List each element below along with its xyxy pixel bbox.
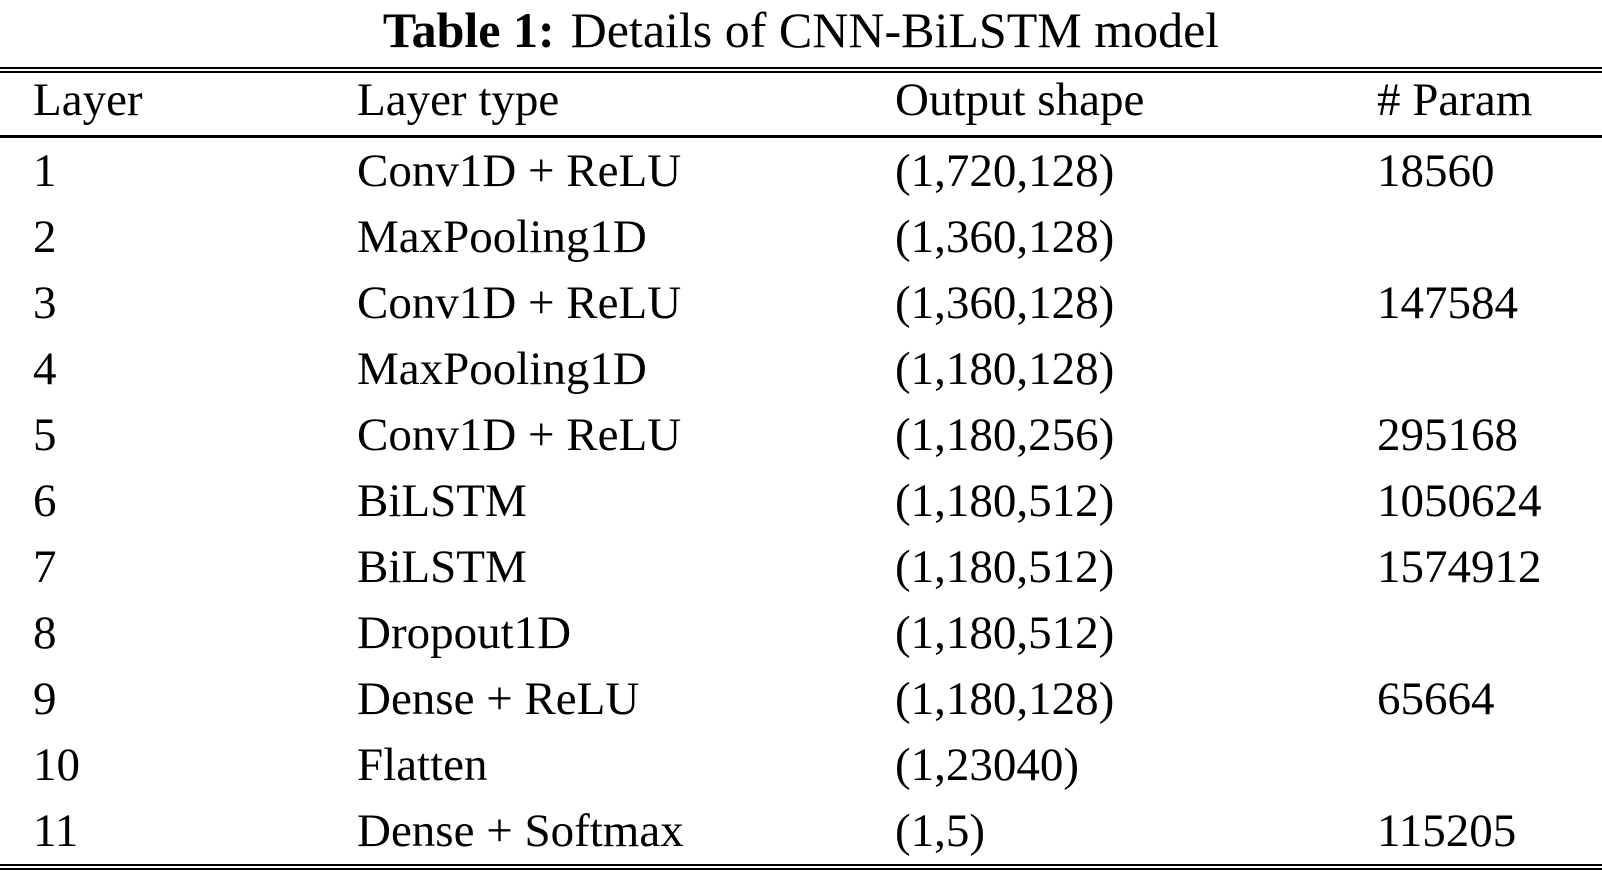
table-row: 1 Conv1D + ReLU (1,720,128) 18560 [0,137,1602,205]
cell-layer-type: Dropout1D [357,607,572,659]
cell-output-shape: (1,180,512) [895,607,1115,659]
table-row: 5 Conv1D + ReLU (1,180,256) 295168 [0,402,1602,468]
cell-param [1377,336,1602,402]
table-body: 1 Conv1D + ReLU (1,720,128) 18560 2 MaxPoolin… [0,137,1602,868]
cell-output-shape: (1,180,128) [895,343,1115,395]
table-caption-text: Details of CNN-BiLSTM model [570,2,1220,58]
cell-layer: 5 [33,409,57,461]
cell-output-shape: (1,180,512) [895,541,1115,593]
cell-layer-type: BiLSTM [357,541,527,593]
cell-layer: 6 [33,475,57,527]
cell-param: 1574912 [1377,541,1542,593]
cell-param: 65664 [1377,673,1495,725]
cell-output-shape: (1,180,256) [895,409,1115,461]
cell-layer-type: Conv1D + ReLU [357,409,682,461]
cell-param [1377,204,1602,270]
cell-layer: 3 [33,277,57,329]
column-header-layer: Layer [0,70,357,138]
cell-layer-type: Dense + Softmax [357,805,684,857]
cell-param [1377,600,1602,666]
column-header-output-shape: Output shape [895,70,1377,138]
cell-output-shape: (1,5) [895,805,986,857]
table-row: 11 Dense + Softmax (1,5) 115205 [0,798,1602,867]
cell-param: 147584 [1377,277,1518,329]
table-row: 4 MaxPooling1D (1,180,128) [0,336,1602,402]
cell-layer-type: MaxPooling1D [357,211,647,263]
table-row: 9 Dense + ReLU (1,180,128) 65664 [0,666,1602,732]
cell-param [1377,732,1602,798]
cell-layer-type: MaxPooling1D [357,343,647,395]
cell-layer: 11 [33,805,79,857]
cell-param: 115205 [1377,805,1517,857]
cell-layer: 4 [33,343,57,395]
cell-layer-type: Dense + ReLU [357,673,640,725]
table-header-row: Layer Layer type Output shape # Param [0,70,1602,138]
cell-layer-type: BiLSTM [357,475,527,527]
table-row: 2 MaxPooling1D (1,360,128) [0,204,1602,270]
column-header-param: # Param [1377,70,1602,138]
cell-output-shape: (1,720,128) [895,145,1115,197]
table-header: Layer Layer type Output shape # Param [0,70,1602,138]
cell-param: 295168 [1377,409,1518,461]
table-caption: Table 1: Details of CNN-BiLSTM model [0,0,1602,60]
cell-layer: 10 [33,739,80,791]
cell-layer-type: Conv1D + ReLU [357,145,682,197]
table-row: 10 Flatten (1,23040) [0,732,1602,798]
cell-layer-type: Flatten [357,739,488,791]
model-details-table: Layer Layer type Output shape # Param 1 C… [0,67,1602,870]
table-row: 8 Dropout1D (1,180,512) [0,600,1602,666]
cell-output-shape: (1,360,128) [895,211,1115,263]
cell-output-shape: (1,180,512) [895,475,1115,527]
cell-output-shape: (1,23040) [895,739,1080,791]
cell-output-shape: (1,180,128) [895,673,1115,725]
cell-layer: 2 [33,211,57,263]
cell-layer: 8 [33,607,57,659]
cell-layer: 1 [33,145,57,197]
cell-param: 1050624 [1377,475,1542,527]
cell-layer: 9 [33,673,57,725]
table-caption-label: Table 1: [382,2,555,58]
cell-output-shape: (1,360,128) [895,277,1115,329]
table-row: 3 Conv1D + ReLU (1,360,128) 147584 [0,270,1602,336]
cell-layer-type: Conv1D + ReLU [357,277,682,329]
table-row: 7 BiLSTM (1,180,512) 1574912 [0,534,1602,600]
cell-param: 18560 [1377,145,1495,197]
cell-layer: 7 [33,541,57,593]
table-row: 6 BiLSTM (1,180,512) 1050624 [0,468,1602,534]
column-header-layer-type: Layer type [357,70,895,138]
